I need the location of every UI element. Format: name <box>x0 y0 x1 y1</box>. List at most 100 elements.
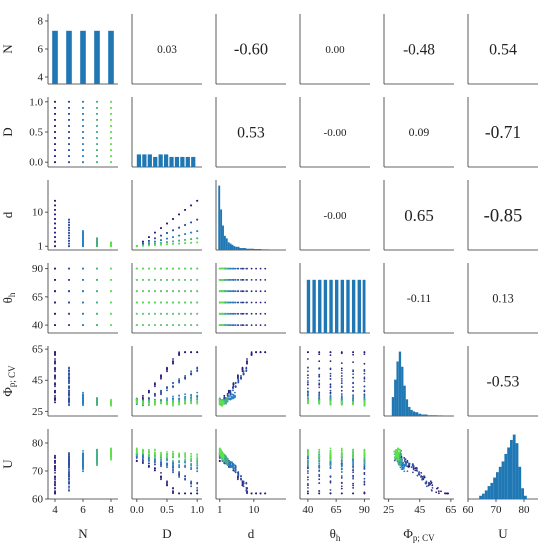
scatter-point <box>240 477 242 480</box>
scatter-point <box>190 238 193 241</box>
scatter-point <box>54 390 56 393</box>
scatter-point <box>307 380 309 382</box>
histogram-bar <box>222 225 224 250</box>
scatter-point <box>82 312 84 315</box>
scatter-point <box>234 290 236 293</box>
scatter-point <box>190 455 193 458</box>
scatter-point <box>245 290 248 293</box>
scatter-point <box>190 492 193 495</box>
scatter-point <box>178 242 181 245</box>
scatter-point <box>172 312 174 315</box>
histogram-bar <box>436 415 444 416</box>
scatter-point <box>154 385 156 388</box>
scatter-point <box>82 467 84 470</box>
scatter-point <box>329 392 332 395</box>
scatter-point <box>329 401 332 403</box>
scatter-point <box>352 373 354 375</box>
scatter-point <box>196 199 199 202</box>
scatter-point <box>318 464 321 467</box>
scatter-point <box>160 290 162 293</box>
scatter-point <box>54 267 56 270</box>
scatter-point <box>178 453 181 456</box>
scatter-point <box>82 131 84 133</box>
scatter-point <box>54 385 56 388</box>
scatter-point <box>190 267 193 270</box>
histogram-bar <box>335 279 339 333</box>
scatter-point <box>82 395 84 398</box>
scatter-point <box>154 267 156 270</box>
scatter-point <box>222 290 225 293</box>
scatter-point <box>416 470 419 472</box>
scatter-point <box>172 401 174 403</box>
scatter-point <box>154 455 156 457</box>
scatter-point <box>190 464 193 467</box>
scatter-point <box>172 358 174 360</box>
scatter-point <box>307 391 309 394</box>
scatter-point <box>68 267 70 270</box>
scatter-point <box>190 458 193 460</box>
scatter-point <box>110 161 112 164</box>
scatter-point <box>329 360 332 362</box>
scatter-point <box>352 361 354 363</box>
scatter-point <box>154 240 156 243</box>
scatter-point <box>178 378 181 380</box>
scatter-point <box>148 454 150 456</box>
scatter-point <box>160 472 162 474</box>
scatter-point <box>82 119 84 121</box>
scatter-point <box>318 492 321 495</box>
histogram-bar <box>351 279 356 333</box>
scatter-point <box>110 290 112 293</box>
scatter-point <box>142 459 144 462</box>
scatter-point <box>54 231 56 234</box>
scatter-point <box>178 279 181 281</box>
scatter-point <box>172 361 174 363</box>
scatter-point <box>135 245 138 248</box>
scatter-point <box>148 390 150 393</box>
scatter-point <box>110 324 112 326</box>
scatter-point <box>54 377 56 380</box>
scatter-point <box>431 484 434 487</box>
scatter-point <box>340 395 343 398</box>
scatter-point <box>229 464 232 466</box>
scatter-point <box>110 125 112 127</box>
correlation-label: -0.53 <box>487 374 520 391</box>
scatter-point <box>154 467 156 469</box>
scatter-point <box>222 458 225 461</box>
panel-U-theta_h: 40 65 90 <box>299 429 370 516</box>
scatter-point <box>178 226 181 229</box>
scatter-point <box>142 462 144 464</box>
scatter-point <box>318 470 321 473</box>
scatter-point <box>142 312 144 315</box>
scatter-point <box>190 204 193 207</box>
scatter-point <box>307 461 309 463</box>
scatter-point <box>110 131 112 133</box>
scatter-point <box>259 279 262 281</box>
scatter-point <box>340 403 343 406</box>
histogram-bar <box>158 154 163 167</box>
scatter-point <box>340 460 343 463</box>
scatter-point <box>246 358 248 360</box>
histogram-bar <box>237 246 240 250</box>
scatter-point <box>82 233 84 236</box>
scatter-point <box>135 460 138 463</box>
scatter-point <box>82 137 84 139</box>
y-tick-label: 60 <box>32 494 44 506</box>
scatter-point <box>54 227 56 230</box>
scatter-point <box>160 393 162 396</box>
scatter-point <box>166 279 168 281</box>
scatter-point <box>148 401 150 404</box>
scatter-point <box>363 395 366 398</box>
scatter-point <box>54 467 56 469</box>
histogram-bar <box>403 385 406 416</box>
scatter-point <box>196 456 199 459</box>
scatter-point <box>190 402 193 405</box>
scatter-point <box>352 396 354 399</box>
scatter-point <box>318 373 321 376</box>
scatter-point <box>68 489 70 491</box>
scatter-point <box>96 312 98 315</box>
scatter-point <box>68 113 70 115</box>
correlation-label: -0.85 <box>484 206 523 227</box>
panel-N-phi: -0.48 <box>383 14 454 85</box>
scatter-point <box>154 244 156 247</box>
scatter-point <box>68 131 70 133</box>
